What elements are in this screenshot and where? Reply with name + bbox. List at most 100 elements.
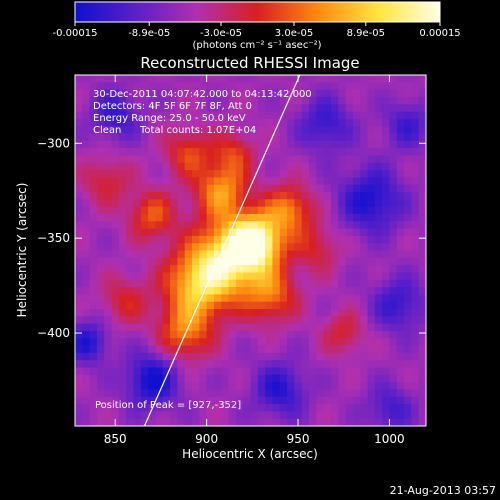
heatmap-cell (294, 309, 303, 317)
heatmap-cell (301, 404, 310, 412)
heatmap-cell (360, 389, 369, 398)
heatmap-cell (360, 374, 369, 383)
heatmap-cell (228, 162, 237, 171)
heatmap-cell (367, 89, 376, 98)
heatmap-cell (265, 89, 274, 98)
heatmap-cell (75, 235, 83, 244)
heatmap-cell (338, 287, 347, 295)
heatmap-cell (155, 96, 164, 105)
heatmap-cell (170, 228, 178, 237)
heatmap-cell (411, 140, 420, 149)
heatmap-cell (382, 411, 391, 420)
heatmap-cell (345, 192, 354, 200)
heatmap-cell (323, 162, 332, 171)
heatmap-cell (162, 360, 171, 369)
heatmap-cell (148, 221, 157, 230)
heatmap-cell (411, 118, 420, 127)
heatmap-cell (389, 287, 398, 295)
heatmap-cell (213, 382, 222, 391)
heatmap-cell (418, 96, 426, 105)
heatmap-cell (206, 148, 215, 157)
heatmap-cell (265, 75, 274, 83)
heatmap-cell (170, 360, 178, 369)
heatmap-cell (199, 250, 208, 259)
heatmap-cell (309, 184, 317, 193)
heatmap-cell (360, 316, 369, 325)
heatmap-cell (228, 118, 237, 127)
heatmap-cell (382, 338, 391, 347)
heatmap-cell (404, 294, 412, 303)
heatmap-cell (228, 96, 237, 105)
heatmap-cell (199, 338, 208, 347)
heatmap-cell (250, 162, 259, 171)
heatmap-cell (279, 155, 288, 164)
heatmap-cell (133, 418, 142, 426)
heatmap-cell (396, 294, 405, 303)
heatmap-cell (418, 206, 426, 215)
heatmap-cell (396, 228, 405, 237)
heatmap-cell (374, 162, 383, 171)
heatmap-cell (265, 360, 274, 369)
heatmap-cell (155, 118, 164, 127)
heatmap-cell (250, 177, 259, 186)
heatmap-cell (257, 140, 266, 149)
heatmap-cell (309, 418, 317, 426)
heatmap-cell (294, 323, 303, 332)
heatmap-cell (374, 82, 383, 91)
heatmap-cell (126, 206, 135, 215)
heatmap-cell (265, 323, 274, 332)
heatmap-cell (206, 228, 215, 237)
heatmap-cell (199, 82, 208, 91)
heatmap-cell (199, 177, 208, 186)
heatmap-cell (382, 118, 391, 127)
heatmap-cell (184, 133, 193, 142)
heatmap-cell (192, 404, 200, 412)
heatmap-cell (199, 257, 208, 266)
heatmap-cell (345, 389, 354, 398)
heatmap-cell (89, 389, 98, 398)
heatmap-cell (192, 374, 200, 383)
heatmap-cell (162, 133, 171, 142)
heatmap-cell (382, 272, 391, 281)
heatmap-cell (177, 323, 186, 332)
heatmap-cell (374, 316, 383, 325)
heatmap-cell (360, 301, 369, 310)
heatmap-cell (330, 287, 339, 295)
heatmap-cell (367, 199, 376, 208)
heatmap-cell (374, 235, 383, 244)
heatmap-cell (75, 345, 83, 354)
heatmap-cell (82, 396, 91, 405)
heatmap-cell (323, 250, 332, 259)
heatmap-cell (404, 243, 412, 252)
heatmap-cell (140, 352, 149, 361)
heatmap-cell (367, 279, 376, 288)
heatmap-cell (126, 118, 135, 127)
heatmap-cell (170, 345, 178, 354)
heatmap-cell (184, 301, 193, 310)
heatmap-cell (411, 184, 420, 193)
heatmap-cell (192, 235, 200, 244)
plot-frame (74, 74, 427, 427)
heatmap-cell (184, 96, 193, 105)
heatmap-cell (411, 411, 420, 420)
heatmap-cell (148, 155, 157, 164)
heatmap-cell (126, 418, 135, 426)
heatmap-cell (162, 382, 171, 391)
heatmap-cell (309, 96, 317, 105)
heatmap-cell (279, 418, 288, 426)
heatmap-cell (404, 418, 412, 426)
heatmap-cell (330, 345, 339, 354)
heatmap-cell (309, 323, 317, 332)
heatmap-cell (345, 250, 354, 259)
heatmap-cell (162, 294, 171, 303)
heatmap-cell (82, 104, 91, 113)
heatmap-cell (301, 389, 310, 398)
heatmap-cell (89, 323, 98, 332)
heatmap-cell (177, 221, 186, 230)
heatmap-cell (118, 330, 127, 339)
heatmap-cell (221, 228, 230, 237)
heatmap-cell (104, 257, 113, 266)
heatmap-cell (360, 213, 369, 222)
heatmap-cell (118, 257, 127, 266)
heatmap-cell (404, 170, 412, 178)
